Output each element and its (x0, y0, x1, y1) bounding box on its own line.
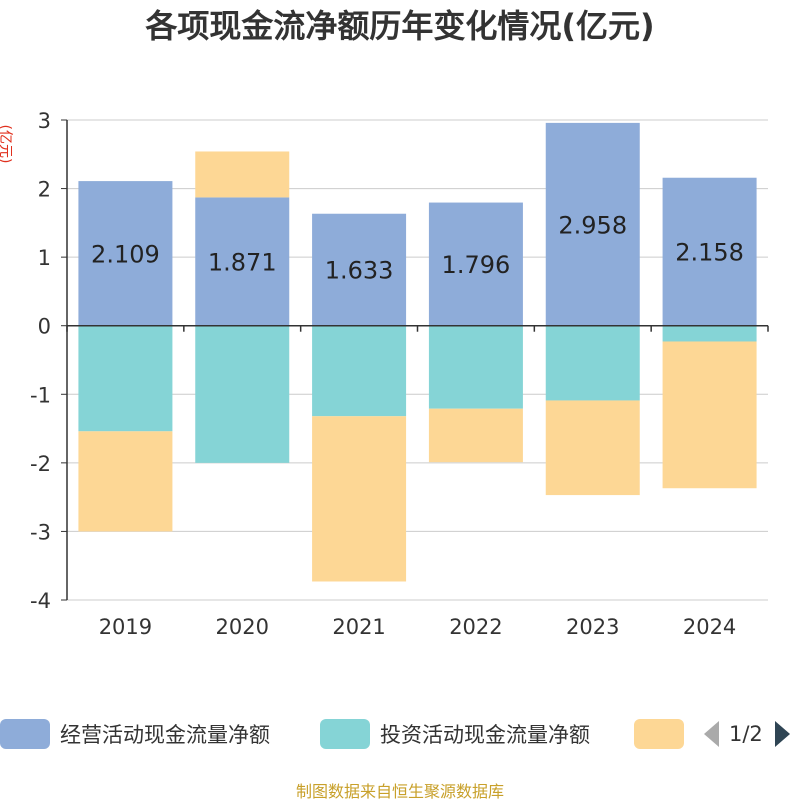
legend-swatch-financing (634, 719, 684, 749)
x-tick-label: 2023 (566, 615, 619, 639)
y-tick-label: 0 (38, 315, 51, 339)
x-tick-label: 2019 (99, 615, 152, 639)
source-note: 制图数据来自恒生聚源数据库 (295, 782, 504, 801)
legend-item-financing[interactable] (634, 716, 694, 752)
y-tick-label: 2 (38, 178, 51, 202)
data-label: 2.109 (91, 240, 160, 268)
pager-prev-icon[interactable] (704, 721, 719, 747)
bar-2-2022 (428, 325, 523, 409)
bar-1-2021 (312, 213, 407, 326)
legend-item-investing[interactable]: 投资活动现金流量净额 (320, 716, 590, 752)
pager-next-icon[interactable] (774, 721, 790, 747)
legend-swatch-operating (0, 719, 50, 749)
bar-1-2020 (195, 197, 290, 326)
bar-3-2020 (195, 151, 290, 198)
bar-3-2024 (662, 341, 757, 489)
bar-3-2023 (545, 400, 640, 496)
data-label: 1.633 (325, 257, 394, 285)
legend-item-operating[interactable]: 经营活动现金流量净额 (0, 716, 270, 752)
bar-3-2021 (312, 416, 407, 582)
chart-title: 各项现金流净额历年变化情况(亿元) (145, 7, 655, 45)
bar-1-2022 (428, 202, 523, 326)
legend: 经营活动现金流量净额 投资活动现金流量净额 1/2 (0, 716, 800, 756)
data-label: 1.871 (208, 249, 277, 277)
bar-2-2019 (78, 325, 173, 432)
data-label: 2.158 (675, 239, 744, 267)
legend-label-operating: 经营活动现金流量净额 (60, 723, 270, 747)
bar-2-2020 (195, 325, 290, 463)
x-tick-label: 2020 (216, 615, 269, 639)
y-tick-label: 3 (38, 109, 51, 133)
y-tick-label: -4 (30, 589, 51, 613)
bar-3-2022 (428, 408, 523, 463)
y-tick-label: -3 (30, 520, 51, 544)
y-tick-label: -2 (30, 452, 51, 476)
bar-1-2019 (78, 181, 173, 326)
x-tick-label: 2021 (332, 615, 385, 639)
bar-2-2024 (662, 325, 757, 342)
bar-3-2019 (78, 431, 173, 532)
bar-2-2021 (312, 325, 407, 417)
pager-text: 1/2 (729, 722, 763, 746)
bar-chart: 3 2 1 0 -1 -2 -3 -4 2.109 1.871 1.633 1.796 2.958 2.1… (30, 109, 769, 639)
x-tick-label: 2022 (449, 615, 502, 639)
bar-1-2023 (545, 122, 640, 326)
bar-2-2023 (545, 325, 640, 401)
y-tick-label: 1 (38, 246, 51, 270)
bar-1-2024 (662, 177, 757, 326)
legend-swatch-investing (320, 719, 370, 749)
data-label: 1.796 (442, 251, 511, 279)
legend-label-investing: 投资活动现金流量净额 (380, 723, 590, 747)
data-label: 2.958 (558, 211, 627, 239)
x-tick-label: 2024 (683, 615, 736, 639)
y-tick-label: -1 (30, 383, 51, 407)
legend-pager: 1/2 (704, 716, 790, 752)
